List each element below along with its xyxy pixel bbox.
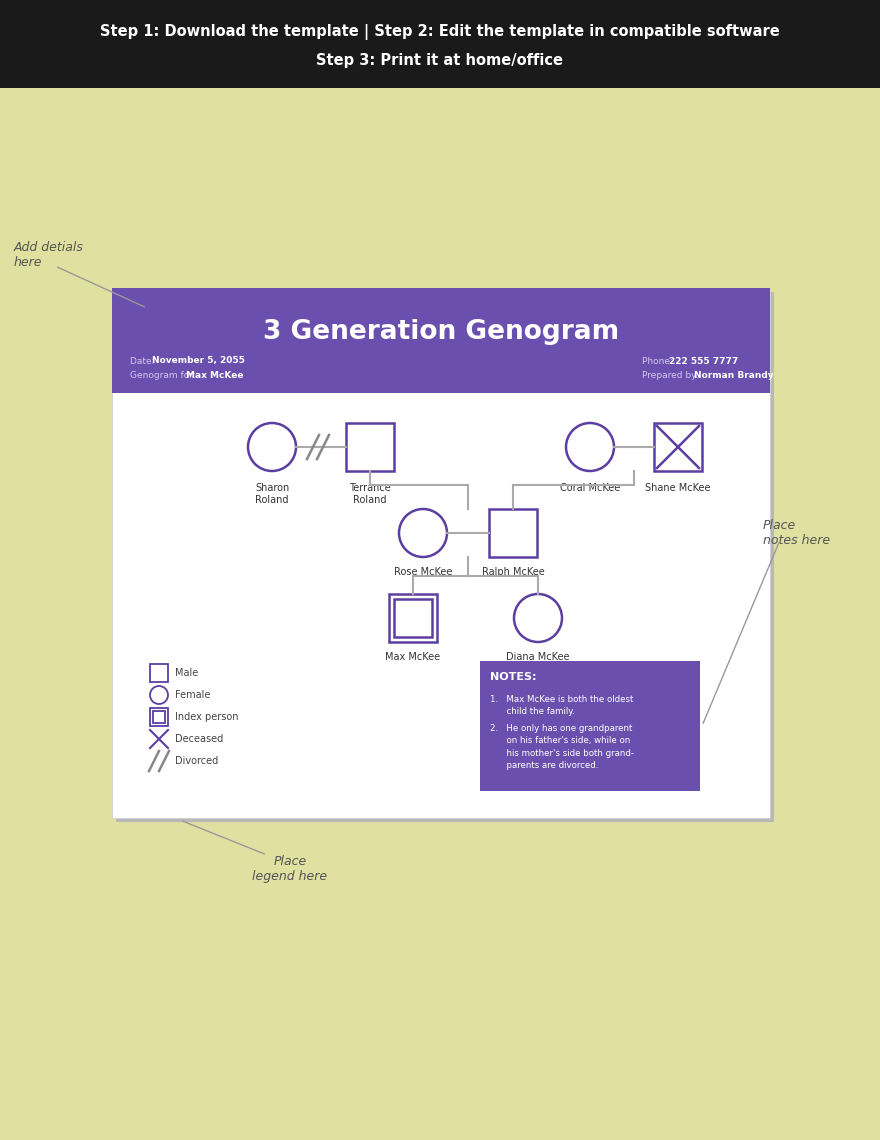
Text: Shane McKee: Shane McKee [645,483,711,492]
Text: Index person: Index person [175,712,238,722]
Text: Coral McKee: Coral McKee [560,483,620,492]
Bar [112,288,770,393]
Text: November 5, 2055: November 5, 2055 [152,357,245,366]
Bar [346,423,394,471]
Bar [654,423,702,471]
Text: Prepared by:: Prepared by: [642,370,701,380]
Text: Step 1: Download the template | Step 2: Edit the template in compatible software: Step 1: Download the template | Step 2: … [100,24,780,40]
Text: 2.   He only has one grandparent
      on his father's side, while on
      his : 2. He only has one grandparent on his fa… [490,724,634,771]
Text: Genogram for:: Genogram for: [130,370,199,380]
Bar [150,708,168,726]
Text: NOTES:: NOTES: [490,671,537,682]
Bar [116,292,774,822]
Text: Add detials
here: Add detials here [14,241,84,269]
Text: Max McKee: Max McKee [186,370,244,380]
Bar [389,594,437,642]
Text: Diana McKee: Diana McKee [506,652,569,662]
Bar [480,661,700,791]
Text: Date:: Date: [130,357,158,366]
Text: Female: Female [175,690,210,700]
Bar [394,598,432,637]
Text: Male: Male [175,668,198,678]
Text: Max McKee: Max McKee [385,652,441,662]
Text: Ralph McKee: Ralph McKee [481,567,545,577]
Text: Deceased: Deceased [175,734,224,744]
Text: Divorced: Divorced [175,756,218,766]
Text: Phone:: Phone: [642,357,676,366]
Text: 3 Generation Genogram: 3 Generation Genogram [263,319,619,345]
Text: Rose McKee: Rose McKee [394,567,452,577]
Bar [150,663,168,682]
Text: 222 555 7777: 222 555 7777 [669,357,738,366]
Bar [0,0,880,88]
Bar [112,288,770,819]
Text: Terrance
Roland: Terrance Roland [349,483,391,505]
Bar [489,508,537,557]
Text: 1.   Max McKee is both the oldest
      child the family.: 1. Max McKee is both the oldest child th… [490,695,634,717]
Text: Place
notes here: Place notes here [763,519,830,547]
Text: Step 3: Print it at home/office: Step 3: Print it at home/office [317,52,563,67]
Text: Norman Brandy: Norman Brandy [694,370,774,380]
Bar [153,711,165,723]
Text: Sharon
Roland: Sharon Roland [255,483,290,505]
Text: Place
legend here: Place legend here [253,855,327,884]
